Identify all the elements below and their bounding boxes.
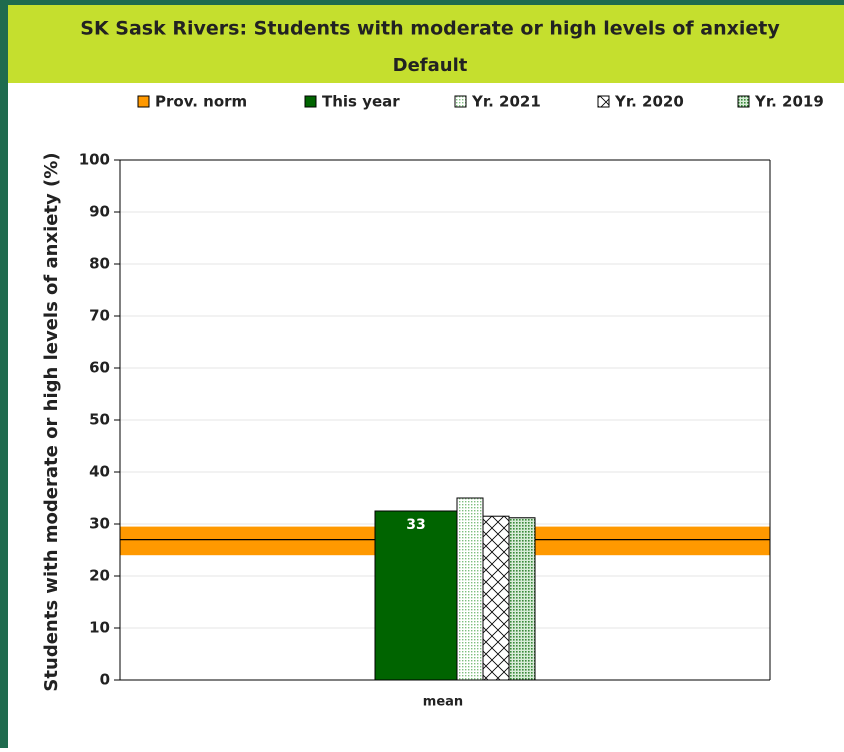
y-tick-label: 40 bbox=[89, 463, 110, 481]
legend-swatch bbox=[597, 95, 610, 108]
legend-label: Yr. 2021 bbox=[471, 93, 541, 111]
legend-label: This year bbox=[322, 93, 400, 111]
y-axis-label: Students with moderate or high levels of… bbox=[41, 152, 62, 691]
x-tick-label: mean bbox=[423, 695, 463, 710]
legend-swatch bbox=[304, 95, 317, 108]
y-tick-label: 100 bbox=[79, 151, 110, 169]
bar bbox=[482, 515, 510, 681]
frame-top bbox=[0, 0, 844, 5]
y-tick-label: 70 bbox=[89, 307, 110, 325]
y-tick-label: 50 bbox=[89, 411, 110, 429]
legend-label: Yr. 2019 bbox=[754, 93, 824, 111]
legend-label: Yr. 2020 bbox=[614, 93, 684, 111]
y-tick-label: 80 bbox=[89, 255, 110, 273]
y-tick-label: 20 bbox=[89, 567, 110, 585]
chart-title: SK Sask Rivers: Students with moderate o… bbox=[80, 18, 780, 40]
bar bbox=[456, 497, 484, 681]
y-tick-label: 30 bbox=[89, 515, 110, 533]
y-tick-label: 0 bbox=[100, 671, 110, 689]
legend-swatch bbox=[737, 95, 750, 108]
y-tick-label: 60 bbox=[89, 359, 110, 377]
value-label: 33 bbox=[406, 517, 425, 533]
legend-swatch bbox=[454, 95, 467, 108]
title-band bbox=[8, 5, 844, 83]
legend-swatch bbox=[137, 95, 150, 108]
bar bbox=[508, 517, 536, 681]
chart-subtitle: Default bbox=[393, 55, 468, 76]
frame-left bbox=[0, 0, 8, 748]
y-tick-label: 10 bbox=[89, 619, 110, 637]
bar bbox=[374, 510, 458, 681]
legend-label: Prov. norm bbox=[155, 93, 247, 111]
y-tick-label: 90 bbox=[89, 203, 110, 221]
